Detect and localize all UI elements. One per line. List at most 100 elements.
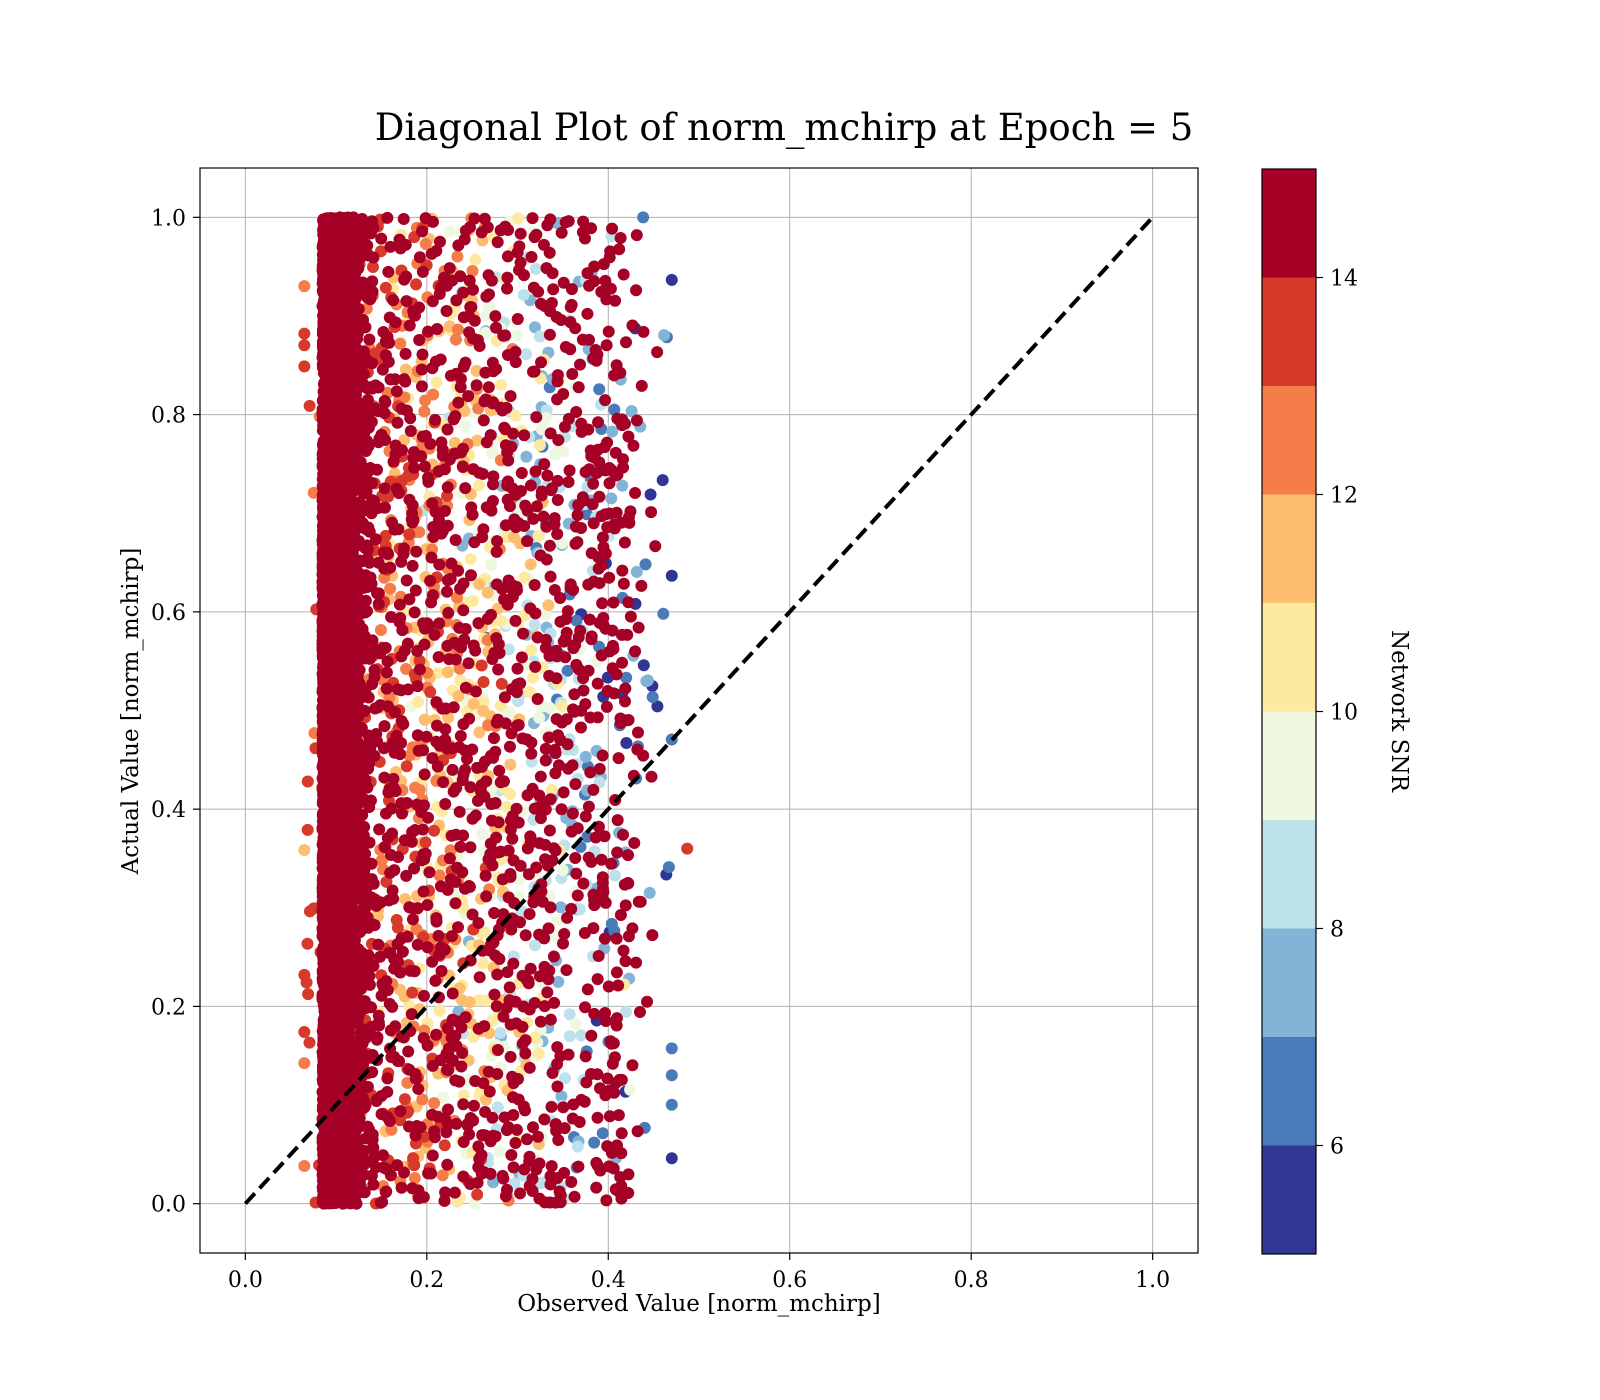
scatter-point [551, 913, 564, 926]
scatter-point [528, 231, 541, 244]
scatter-point [419, 836, 432, 849]
scatter-point [620, 671, 633, 684]
scatter-point [453, 662, 466, 675]
scatter-point [504, 1050, 517, 1063]
scatter-point [491, 968, 504, 981]
scatter-point [491, 535, 504, 548]
scatter-point [451, 1195, 464, 1208]
scatter-point [469, 644, 482, 657]
scatter-point [404, 424, 417, 437]
scatter-point [565, 298, 578, 311]
scatter-point [429, 413, 442, 426]
scatter-point [451, 323, 464, 336]
scatter-point [391, 1159, 404, 1172]
scatter-point [400, 760, 413, 773]
scatter-point [563, 1008, 576, 1021]
scatter-point [466, 264, 479, 277]
scatter-point [452, 396, 465, 409]
scatter-point [606, 425, 619, 438]
scatter-point [519, 929, 532, 942]
scatter-point [556, 537, 569, 550]
scatter-point [628, 837, 641, 850]
scatter-point [298, 339, 311, 352]
scatter-point [449, 333, 462, 346]
scatter-point [394, 1105, 407, 1118]
scatter-point [544, 901, 557, 914]
scatter-point [494, 1026, 507, 1039]
scatter-point [446, 987, 459, 1000]
scatter-point [384, 373, 397, 386]
scatter-point [600, 1194, 613, 1207]
scatter-point [381, 211, 394, 224]
scatter-point [425, 247, 438, 260]
scatter-point [525, 644, 538, 657]
scatter-point [665, 1069, 678, 1082]
scatter-point [457, 461, 470, 474]
scatter-point [486, 447, 499, 460]
scatter-point [525, 250, 538, 263]
scatter-point [543, 328, 556, 341]
scatter-point [504, 758, 517, 771]
scatter-point [503, 787, 516, 800]
scatter-point [464, 553, 477, 566]
scatter-point [298, 1025, 311, 1038]
scatter-point [540, 520, 553, 533]
scatter-point [526, 671, 539, 684]
scatter-point [298, 360, 311, 373]
scatter-point [518, 571, 531, 584]
scatter-point [538, 1113, 551, 1126]
scatter-point [303, 399, 316, 412]
scatter-point [440, 305, 453, 318]
scatter-point [380, 682, 393, 695]
scatter-point [455, 994, 468, 1007]
scatter-point [378, 490, 391, 503]
scatter-point [408, 606, 421, 619]
chart-title: Diagonal Plot of norm_mchirp at Epoch = … [375, 106, 1194, 150]
scatter-point [485, 559, 498, 572]
scatter-point [375, 854, 388, 867]
scatter-point [406, 559, 419, 572]
scatter-point [441, 666, 454, 679]
scatter-point [665, 569, 678, 582]
scatter-point [406, 913, 419, 926]
scatter-point [547, 283, 560, 296]
scatter-point [534, 1015, 547, 1028]
scatter-point [459, 622, 472, 635]
scatter-point [410, 278, 423, 291]
scatter-point [400, 663, 413, 676]
plot-area: 0.0 0.2 0.4 0.6 0.8 1.0 0.00.20.40.60.81.0 [151, 167, 1199, 1293]
scatter-point [662, 861, 675, 874]
scatter-point [626, 319, 639, 332]
scatter-point [434, 880, 447, 893]
scatter-point [457, 1089, 470, 1102]
scatter-point [549, 448, 562, 461]
scatter-point [419, 238, 432, 251]
scatter-point [427, 388, 440, 401]
scatter-point [457, 604, 470, 617]
scatter-point [665, 273, 678, 286]
scatter-point [566, 367, 579, 380]
scatter-point [614, 909, 627, 922]
scatter-point [374, 624, 387, 637]
scatter-point [591, 677, 604, 690]
scatter-point [517, 288, 530, 301]
scatter-point [571, 1140, 584, 1153]
scatter-point [443, 225, 456, 238]
scatter-point [631, 726, 644, 739]
scatter-point [490, 545, 503, 558]
scatter-point [380, 875, 393, 888]
scatter-point [528, 939, 541, 952]
scatter-point [568, 1190, 581, 1203]
scatter-point [495, 378, 508, 391]
scatter-point [630, 284, 643, 297]
scatter-point [408, 1172, 421, 1185]
scatter-point [400, 295, 413, 308]
scatter-point [529, 660, 542, 673]
scatter-point [437, 1091, 450, 1104]
scatter-point [637, 659, 650, 672]
scatter-point [646, 929, 659, 942]
scatter-point [412, 695, 425, 708]
scatter-point [658, 329, 671, 342]
scatter-point [457, 311, 470, 324]
scatter-point [463, 712, 476, 725]
